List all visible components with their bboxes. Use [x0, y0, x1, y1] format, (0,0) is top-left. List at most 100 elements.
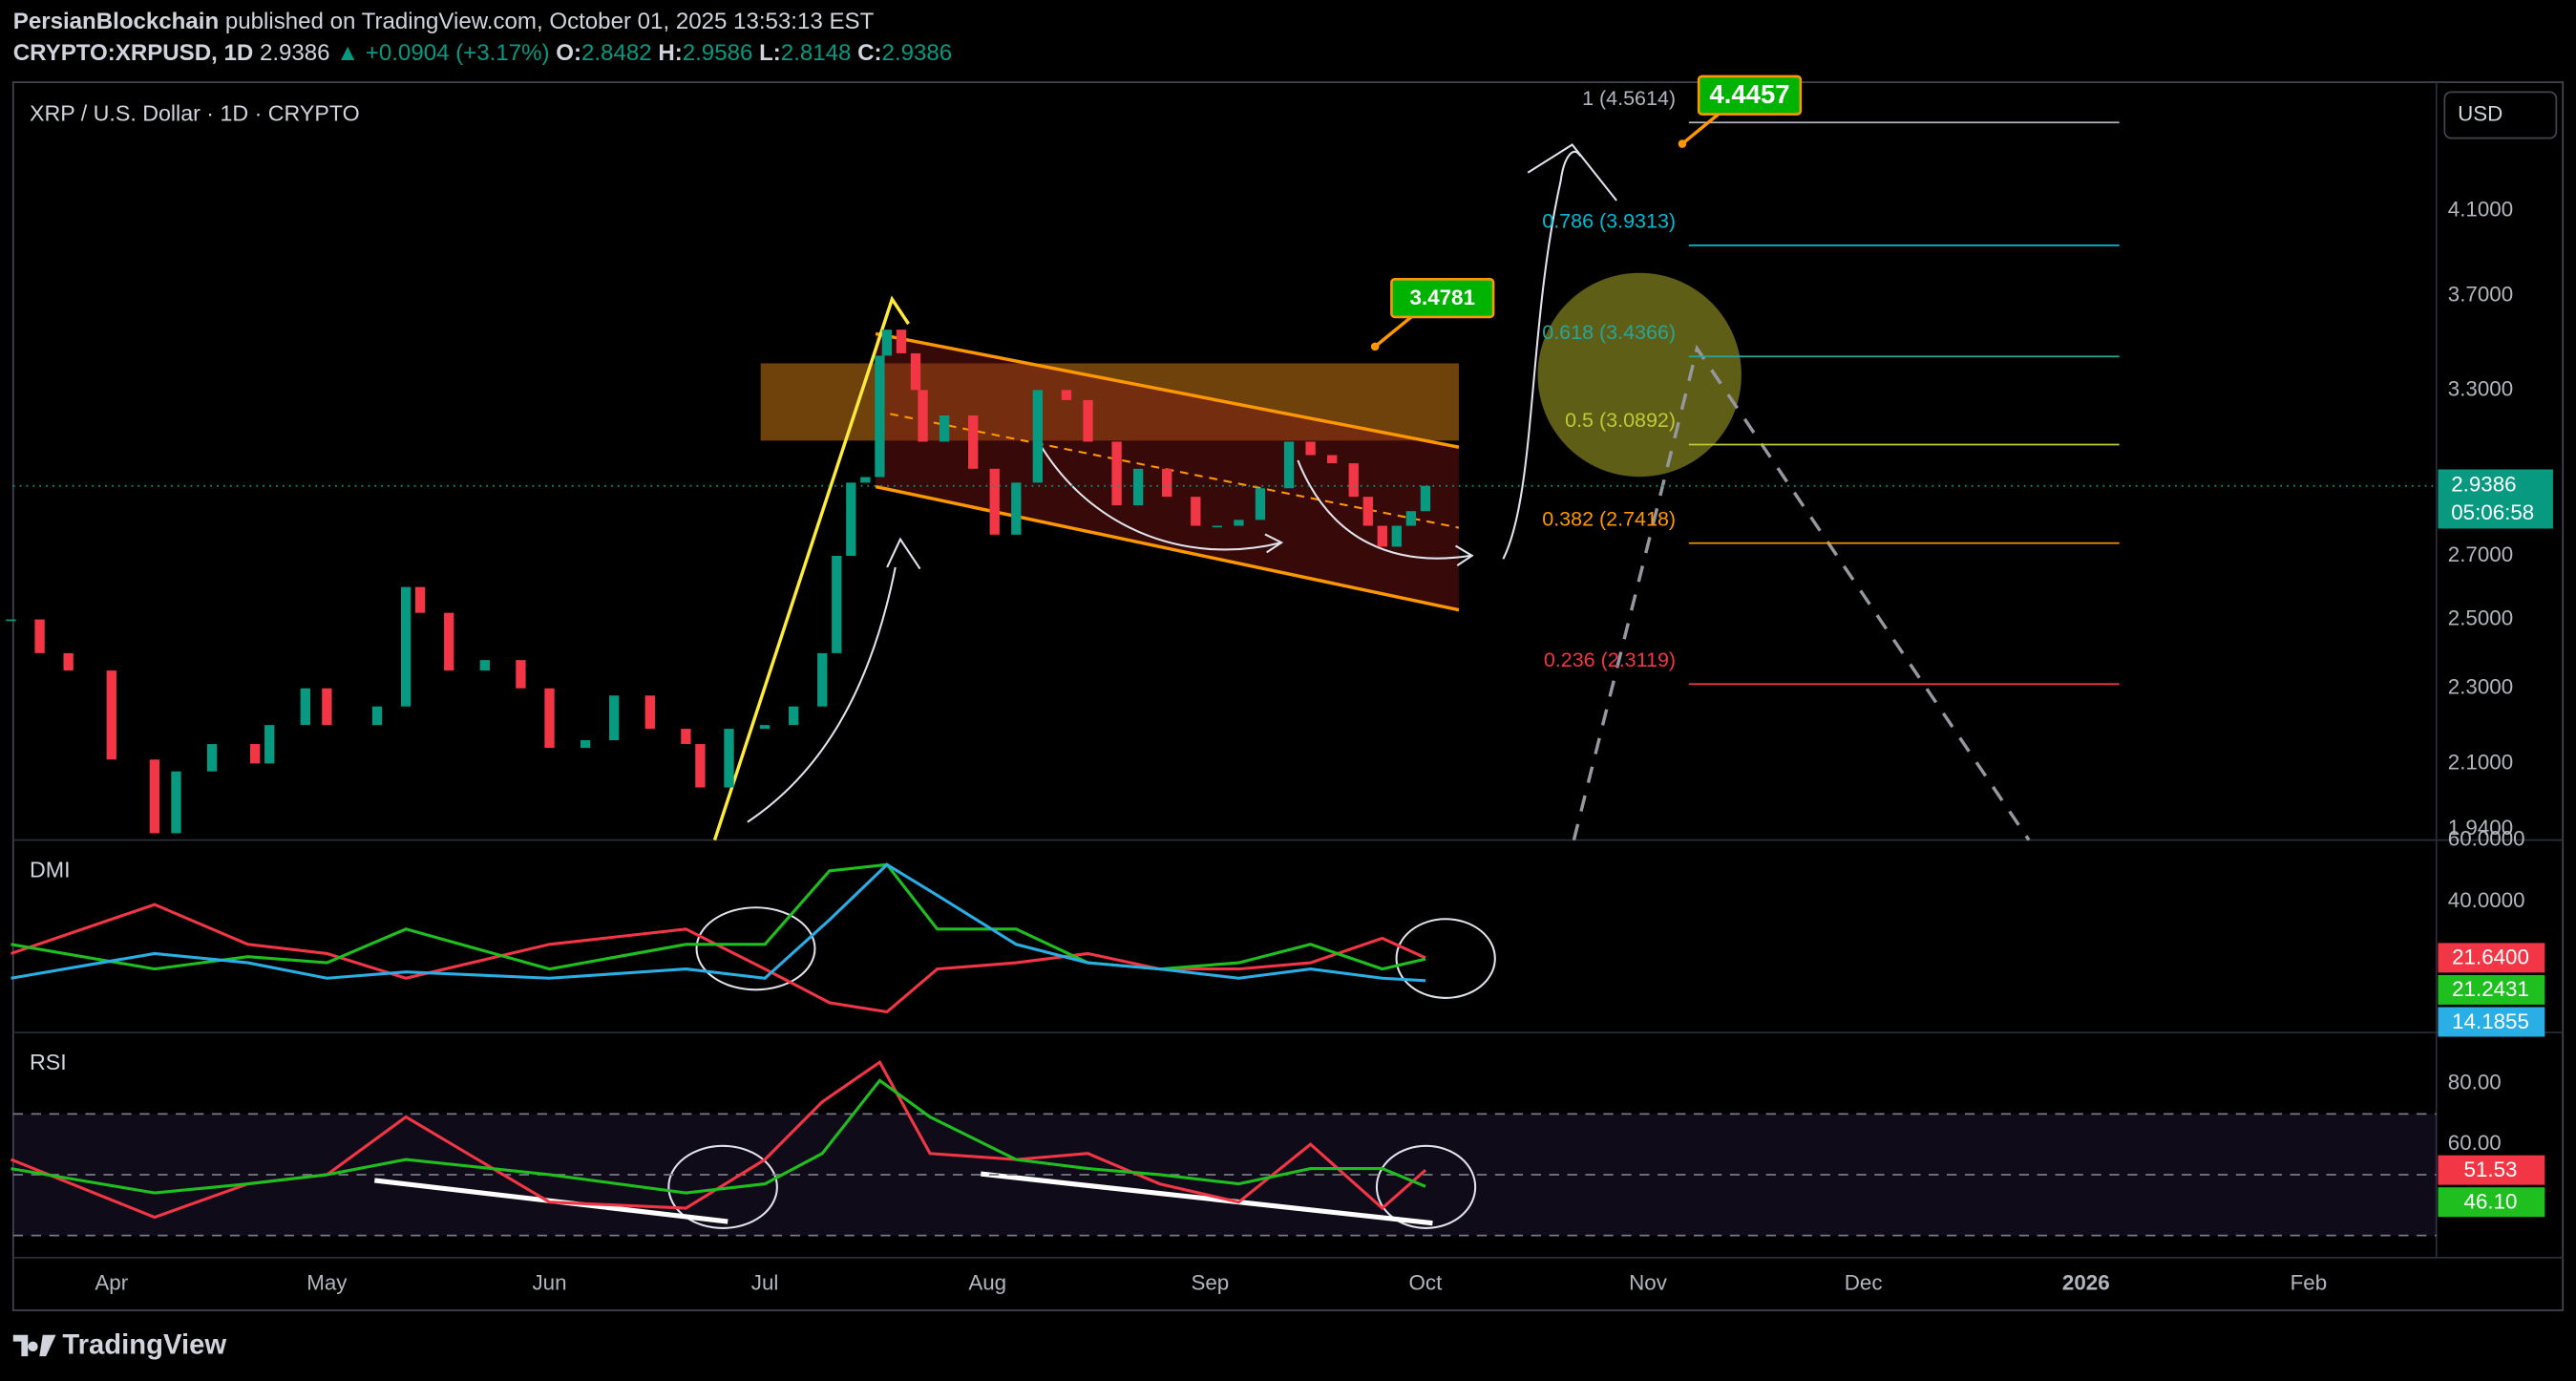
fib-label: 0.382 (2.7418)	[1542, 507, 1676, 530]
ohlc-value: 2.9386	[882, 40, 953, 66]
candle	[1011, 482, 1022, 535]
x-tick-label: Apr	[95, 1270, 128, 1294]
candle	[609, 695, 620, 741]
publish-line: PersianBlockchain published on TradingVi…	[13, 9, 875, 34]
y-tick-label: 60.00	[2448, 1131, 2502, 1155]
indicator-line	[11, 862, 1426, 971]
hand-arrow-head	[1454, 544, 1474, 567]
candle	[580, 740, 591, 749]
candle	[1234, 520, 1244, 526]
candle	[1362, 497, 1373, 526]
currency-button[interactable]	[2443, 91, 2558, 139]
x-tick-label: Nov	[1629, 1270, 1668, 1294]
candle	[644, 695, 655, 730]
y-tick-label: 3.7000	[2448, 282, 2513, 306]
published: published on TradingView.com, October 01…	[225, 9, 875, 34]
candle	[544, 688, 555, 749]
brand: TradingView	[62, 1330, 226, 1361]
candle	[1405, 511, 1417, 526]
x-tick-label: May	[306, 1270, 348, 1294]
value-box	[2438, 974, 2545, 1005]
x-tick-label: Sep	[1191, 1270, 1229, 1294]
y-tick-label: 40.0000	[2448, 888, 2525, 912]
indicator-line	[11, 903, 1426, 1014]
projection-path	[1572, 344, 2031, 841]
y-tick-label: 60.0000	[2448, 827, 2525, 851]
hand-arrow	[747, 566, 897, 823]
y-tick-label: 2.1000	[2448, 750, 2513, 774]
symbol: CRYPTO:XRPUSD, 1D	[13, 40, 253, 66]
candle	[832, 555, 842, 653]
candle	[881, 329, 893, 356]
divergence-line	[980, 1171, 1433, 1226]
candle	[479, 660, 490, 671]
hand-circle	[667, 1144, 778, 1229]
candle	[910, 352, 921, 391]
target-pointer	[1374, 315, 1413, 349]
hand-arrow-head	[886, 537, 921, 570]
x-tick-label: Jun	[532, 1270, 566, 1294]
candle	[724, 729, 734, 788]
y-tick-label: 3.3000	[2448, 376, 2513, 400]
ohlc-label: H:	[658, 40, 682, 66]
value-box	[2438, 1007, 2545, 1037]
candle	[1391, 525, 1403, 547]
y-tick-label: 4.1000	[2448, 197, 2513, 221]
currency-label[interactable]: USD	[2458, 101, 2502, 125]
x-tick-label: 2026	[2062, 1270, 2110, 1294]
candle	[968, 414, 979, 469]
x-tick-label: Feb	[2291, 1270, 2328, 1294]
fib-label: 0.236 (2.3119)	[1544, 648, 1676, 671]
value-label: 21.2431	[2452, 977, 2529, 1001]
candle	[1132, 468, 1144, 506]
last-price: 2.9386	[260, 40, 330, 66]
candle	[1420, 485, 1431, 512]
candle	[1111, 441, 1122, 506]
fib-label: 0.786 (3.9313)	[1542, 209, 1676, 232]
hand-arrow	[1034, 435, 1282, 551]
y-tick-label: 80.00	[2448, 1070, 2502, 1094]
ohlc-value: 2.8148	[781, 40, 852, 66]
candle	[171, 771, 181, 834]
candle	[875, 355, 885, 478]
candle	[250, 744, 261, 764]
indicator-line	[11, 862, 1426, 983]
candle	[264, 725, 275, 764]
value-box	[2438, 1187, 2545, 1218]
candle	[1377, 525, 1387, 547]
candle	[444, 612, 454, 671]
value-box	[2438, 943, 2545, 973]
candle	[759, 725, 771, 730]
candle	[1191, 497, 1201, 526]
hand-circle	[695, 906, 816, 991]
ohlc-label: C:	[857, 40, 881, 66]
rally-line	[712, 295, 910, 841]
candle	[516, 660, 526, 689]
last-price-label: 2.9386	[2451, 473, 2516, 497]
target-label: 4.4457	[1709, 79, 1789, 109]
change: ▲ +0.0904 (+3.17%)	[336, 40, 549, 66]
candle	[1212, 525, 1223, 528]
y-tick-label: 2.5000	[2448, 606, 2513, 629]
candle	[939, 414, 950, 442]
chart-title: XRP / U.S. Dollar · 1D · CRYPTO	[30, 101, 360, 126]
candle	[400, 586, 412, 707]
candle	[1305, 441, 1316, 456]
candle	[6, 619, 16, 622]
value-label: 21.6400	[2452, 945, 2529, 969]
target-box	[1697, 74, 1803, 116]
candle	[63, 652, 74, 671]
x-tick-label: Dec	[1845, 1270, 1883, 1294]
candle	[817, 652, 828, 707]
candle	[695, 744, 706, 788]
target-dot	[1678, 139, 1687, 148]
author: PersianBlockchain	[13, 9, 219, 34]
candle	[1348, 463, 1359, 498]
candle	[860, 477, 871, 483]
value-label: 14.1855	[2452, 1009, 2529, 1033]
fib-label: 0.618 (3.4366)	[1542, 321, 1676, 344]
y-tick-label: 1.9400	[2448, 816, 2513, 839]
ohlc-label: O:	[556, 40, 581, 66]
target-label: 3.4781	[1410, 286, 1475, 309]
